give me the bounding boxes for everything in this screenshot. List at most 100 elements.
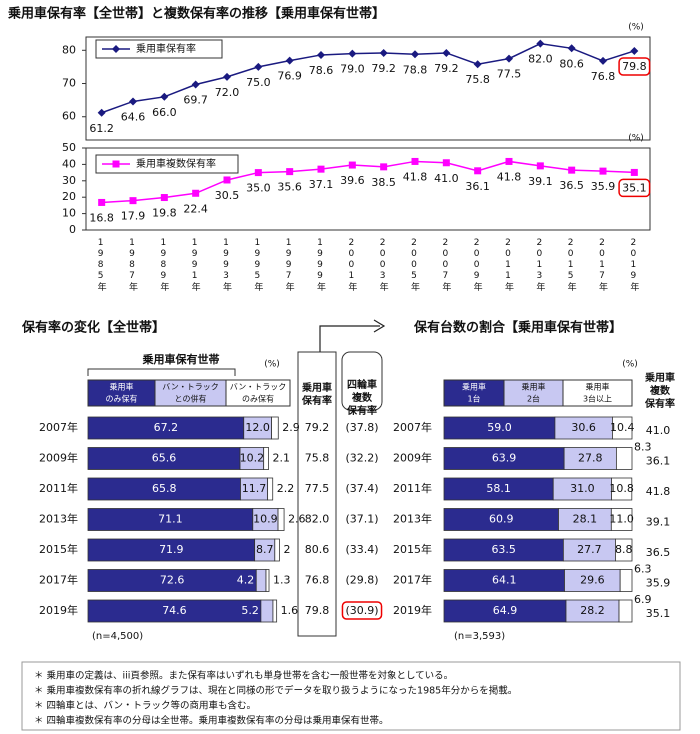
column-value: 76.8 xyxy=(305,574,330,587)
bar xyxy=(267,477,274,501)
bar xyxy=(615,538,633,562)
marker xyxy=(348,161,356,169)
marker xyxy=(536,39,545,48)
data-label: 27.8 xyxy=(578,452,603,465)
column-value: 41.8 xyxy=(646,485,671,498)
data-label: 2.1 xyxy=(273,452,291,465)
column-value: 39.1 xyxy=(646,516,671,529)
data-label: 1.3 xyxy=(273,574,291,587)
marker xyxy=(223,72,231,81)
legend-label: 乗用車 xyxy=(522,382,546,392)
column-frame xyxy=(341,351,383,411)
bar xyxy=(619,569,633,592)
marker xyxy=(630,168,638,176)
data-label: 59.0 xyxy=(487,421,512,434)
bar xyxy=(610,508,633,531)
column-value: 35.9 xyxy=(646,577,671,590)
data-label: 69.7 xyxy=(183,94,208,107)
data-label: 67.2 xyxy=(154,421,179,434)
legend-box xyxy=(87,379,156,407)
x-tick-label: 2007年 xyxy=(440,238,451,292)
data-label: 29.6 xyxy=(580,574,605,587)
y-tick-label: 80 xyxy=(62,43,76,56)
notes-box xyxy=(21,661,681,731)
bar xyxy=(272,599,278,623)
marker xyxy=(473,60,482,69)
data-label: 28.2 xyxy=(580,604,605,617)
data-label: 17.9 xyxy=(121,210,146,223)
x-tick-label: 2001年 xyxy=(346,238,357,292)
marker xyxy=(567,44,576,53)
data-label: 65.6 xyxy=(152,452,177,465)
data-label: 79.2 xyxy=(371,62,396,75)
bar xyxy=(612,416,633,440)
data-label: 30.6 xyxy=(571,421,596,434)
column-header: 保有率 xyxy=(301,394,332,407)
data-label: 72.6 xyxy=(160,574,185,587)
x-tick-label: 2017年 xyxy=(597,238,607,292)
marker xyxy=(599,167,607,175)
legend-label: 乗用車保有率 xyxy=(136,42,196,55)
data-label: 41.8 xyxy=(497,170,522,183)
legend-label: のみ保有 xyxy=(106,394,138,404)
marker xyxy=(379,48,388,57)
y-tick-label: 2009年 xyxy=(393,451,432,465)
data-label: 2.2 xyxy=(277,482,295,495)
marker xyxy=(442,48,451,57)
marker xyxy=(254,169,262,177)
legend-label: のみ保有 xyxy=(242,394,274,404)
bar xyxy=(277,508,285,531)
marker xyxy=(160,194,168,202)
data-label: 10.2 xyxy=(240,452,265,465)
data-label: 76.9 xyxy=(277,70,302,83)
marker xyxy=(97,108,106,117)
data-label: 1.6 xyxy=(281,604,299,617)
y-tick-label: 2011年 xyxy=(39,481,78,495)
marker xyxy=(630,46,639,55)
data-label: 2.9 xyxy=(282,421,300,434)
data-label: 2 xyxy=(283,543,290,556)
data-label: 72.0 xyxy=(215,86,240,99)
x-tick-label: 2015年 xyxy=(565,238,576,292)
data-label: 79.2 xyxy=(434,62,459,75)
y-tick-label: 2017年 xyxy=(39,573,78,587)
data-label: 11.0 xyxy=(609,513,634,526)
data-label: 19.8 xyxy=(152,207,177,220)
marker xyxy=(285,56,294,65)
x-tick-label: 2009年 xyxy=(471,238,482,292)
group-bracket xyxy=(87,368,236,376)
legend-label: 乗用車 xyxy=(110,382,134,392)
marker xyxy=(317,50,325,59)
bar xyxy=(611,477,633,501)
data-label: 8.7 xyxy=(256,543,274,556)
data-label: 30.5 xyxy=(215,189,240,202)
column-value: 41.0 xyxy=(646,424,671,437)
footnote: ＊ 四輪車とは、バン・トラック等の商用車も含む。 xyxy=(34,700,256,712)
data-label: 5.2 xyxy=(241,604,259,617)
data-label: 79.0 xyxy=(340,63,365,76)
column-value: 36.1 xyxy=(646,455,671,468)
data-label: 63.5 xyxy=(491,543,516,556)
data-label: 16.8 xyxy=(89,211,114,224)
marker xyxy=(286,168,294,176)
data-label: 11.7 xyxy=(242,482,267,495)
legend-label: 3台以上 xyxy=(583,394,612,404)
y-tick-label: 2007年 xyxy=(39,420,78,434)
bar xyxy=(255,569,267,592)
highlight-box xyxy=(618,57,651,76)
data-label: 80.6 xyxy=(559,57,584,70)
marker xyxy=(411,50,419,59)
marker xyxy=(505,157,513,165)
data-label: 71.9 xyxy=(159,543,184,556)
data-label: 4.2 xyxy=(237,574,255,587)
marker xyxy=(348,49,357,58)
data-label: 10.8 xyxy=(609,482,634,495)
group-label: 乗用車保有世帯 xyxy=(143,352,220,366)
data-label: 35.1 xyxy=(622,181,647,194)
column-value: 36.5 xyxy=(646,546,671,559)
unit-label: (%) xyxy=(264,360,280,370)
column-header: 保有率 xyxy=(644,397,675,410)
column-value: (37.8) xyxy=(345,421,378,434)
data-label: 63.9 xyxy=(492,452,517,465)
